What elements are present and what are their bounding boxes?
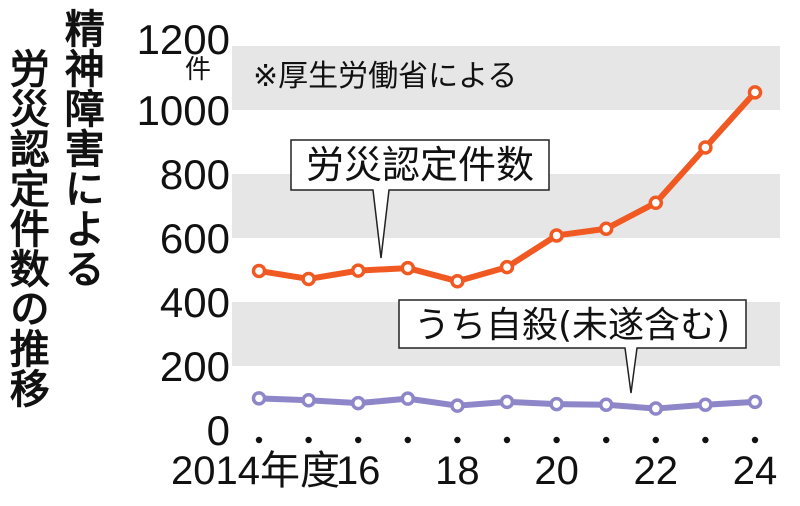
- x-axis-dot: [355, 436, 362, 444]
- series-1-point: [450, 273, 465, 289]
- legend-series2-label: うち自殺(未遂含む): [414, 305, 730, 346]
- x-axis-dot: [305, 436, 312, 444]
- y-tick-label: 400: [160, 279, 230, 326]
- series-1-point: [301, 271, 316, 287]
- series-1-point: [400, 260, 416, 276]
- y-tick-label: 1200: [137, 16, 230, 63]
- x-tick-label: 24: [733, 449, 778, 493]
- series-1-point: [549, 228, 564, 243]
- y-tick-label: 200: [160, 343, 230, 390]
- series-2-point: [648, 401, 664, 416]
- series-1-point: [747, 85, 763, 100]
- y-tick-label: 1000: [137, 87, 230, 134]
- series-1-point: [648, 195, 664, 211]
- series-2-point: [499, 394, 515, 410]
- x-axis-dot: [652, 436, 659, 444]
- x-tick-label: 20: [534, 449, 579, 493]
- series-2-point: [549, 396, 564, 412]
- y-unit-label: 件: [185, 55, 211, 85]
- x-axis-dots: [255, 436, 759, 444]
- x-tick-label: 2014年度: [171, 449, 340, 493]
- y-tick-label: 600: [160, 215, 230, 262]
- callout-series2: うち自殺(未遂含む): [398, 299, 747, 394]
- series-1-point: [698, 140, 713, 155]
- series-2-point: [251, 391, 267, 406]
- series-2-point: [400, 391, 416, 406]
- series-2-point: [598, 397, 614, 412]
- chart-title-line1: 精神障害による: [57, 8, 104, 288]
- legend-series1-label: 労災認定件数: [306, 143, 534, 187]
- band-1000: [232, 46, 780, 110]
- series-group: [251, 85, 763, 416]
- x-tick-label: 16: [336, 449, 381, 493]
- x-axis-dot: [603, 436, 610, 444]
- series-2-point: [698, 397, 713, 412]
- series-2-point: [450, 398, 465, 413]
- x-tick-label: 22: [634, 449, 679, 493]
- source-note: ※厚生労働省による: [253, 59, 517, 94]
- series-1-point: [598, 221, 614, 236]
- x-axis-dot: [503, 436, 511, 444]
- series-1-point: [251, 263, 267, 279]
- x-tick-label: 18: [435, 449, 480, 493]
- x-axis-dot: [702, 436, 709, 444]
- x-axis-dot: [454, 436, 461, 444]
- callout-series1: 労災認定件数: [290, 139, 550, 259]
- y-axis-ticks: 0 200 400 600 800 1000 1200: [137, 16, 230, 454]
- series-1-point: [350, 263, 366, 278]
- x-axis-dot: [404, 436, 411, 444]
- series-1-point: [499, 259, 515, 275]
- y-tick-label: 800: [160, 151, 230, 198]
- y-tick-label: 0: [207, 407, 230, 454]
- series-2-point: [747, 394, 763, 410]
- chart-title-line2: 労災認定件数の推移: [2, 48, 49, 408]
- series-2-point: [301, 392, 316, 408]
- x-axis-dot: [255, 436, 263, 444]
- series-2-point: [350, 395, 366, 411]
- x-axis-dot: [751, 436, 759, 444]
- x-axis-dot: [553, 436, 560, 444]
